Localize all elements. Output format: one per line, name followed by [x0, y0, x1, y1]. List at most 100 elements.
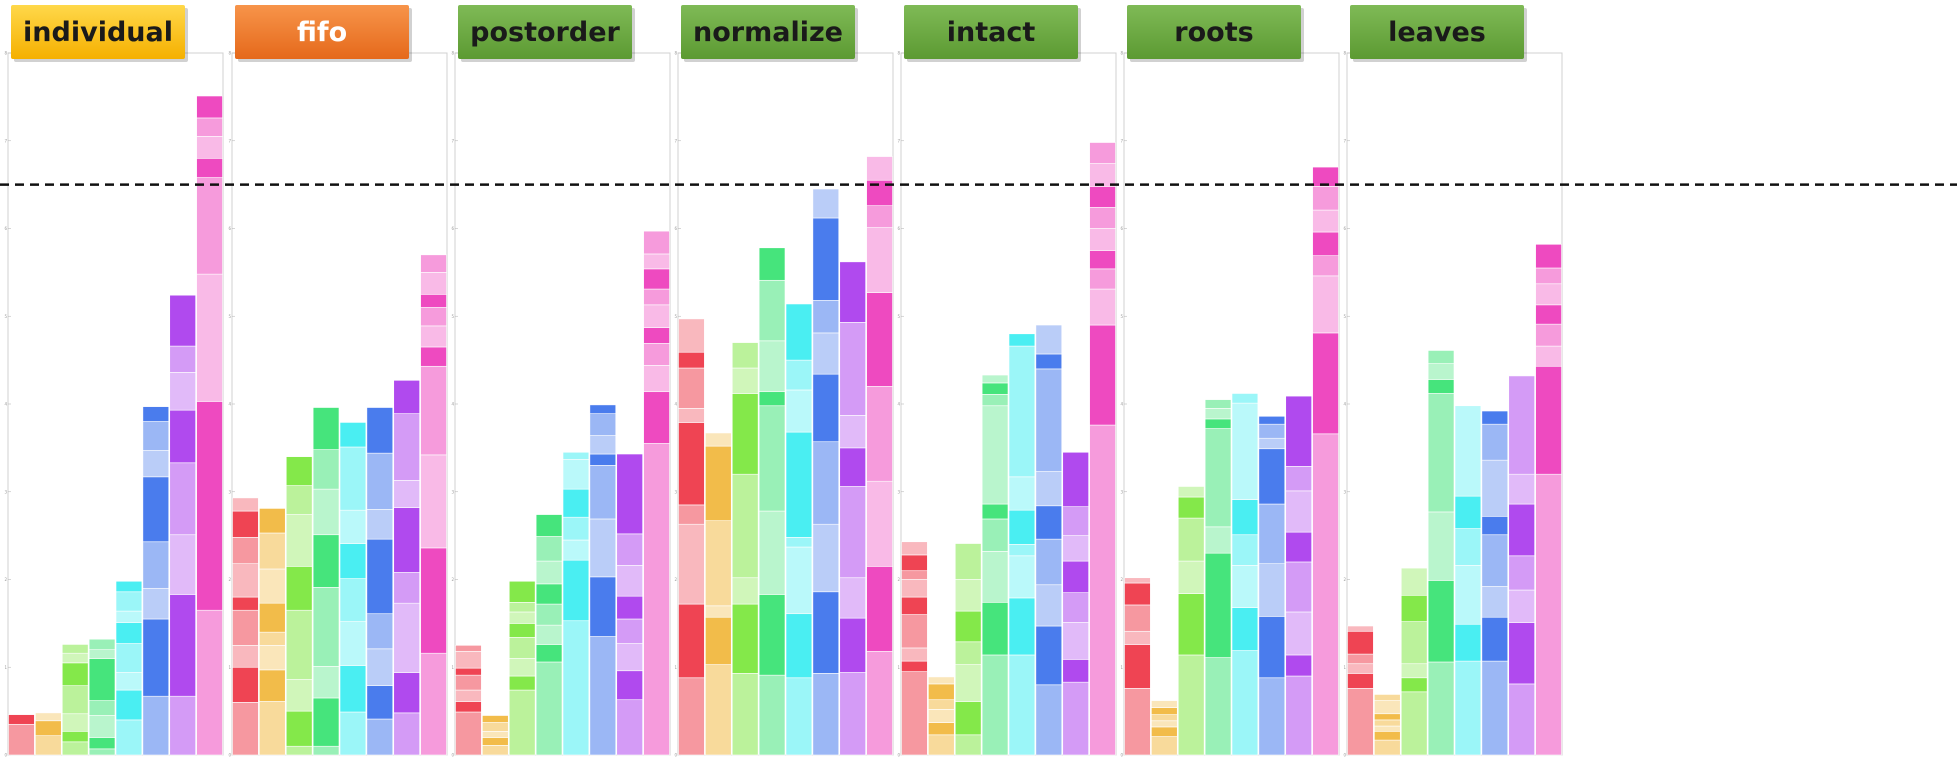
- bar-segment: [366, 508, 394, 540]
- bar-segment: [1374, 694, 1401, 701]
- bar-segment: [1035, 584, 1063, 627]
- bar-segment: [1508, 375, 1535, 475]
- y-tick-label: 0: [228, 753, 231, 758]
- bar-segment: [1481, 410, 1509, 425]
- bar-segment: [1231, 393, 1259, 404]
- bar-segment: [259, 532, 286, 570]
- bar-segment: [169, 409, 196, 464]
- bar-segment: [1312, 255, 1339, 277]
- bar-segment: [482, 745, 509, 756]
- panel-fifo: 0 1 2 3 4 5 6 7 8 fifo: [228, 5, 448, 758]
- bar-segment: [115, 580, 143, 593]
- bar-segment: [482, 722, 509, 732]
- bar-segment: [812, 441, 840, 525]
- bar-segment: [643, 327, 670, 344]
- bar-segment: [312, 745, 340, 756]
- y-tick-label: 1: [4, 665, 7, 670]
- panel-label-box: [458, 5, 632, 59]
- y-tick-label: 8: [674, 51, 677, 56]
- bar-segment: [232, 497, 259, 512]
- bar-segment: [839, 447, 866, 487]
- bar-segment: [1035, 684, 1063, 756]
- bar-segment: [1231, 650, 1259, 756]
- bar-segment: [928, 683, 955, 701]
- bar-segment: [1427, 379, 1455, 394]
- bar-segment: [1177, 486, 1205, 498]
- bar-segment: [839, 261, 866, 323]
- bar-segment: [420, 325, 447, 348]
- bar-segment: [169, 594, 196, 697]
- bar-segment: [812, 188, 840, 219]
- bar-segment: [1508, 555, 1535, 591]
- bar-segment: [142, 587, 170, 620]
- panel-individual: 0 1 2 3 4 5 6 7 8 individual: [4, 5, 224, 758]
- bar-segment: [455, 674, 482, 691]
- bar-segment: [115, 622, 143, 644]
- y-tick-label: 0: [674, 753, 677, 758]
- bar-segment: [169, 695, 196, 756]
- bar-segment: [589, 576, 617, 637]
- bar-segment: [455, 701, 482, 713]
- bar-segment: [1535, 345, 1562, 367]
- bar-segment: [1481, 534, 1509, 587]
- bar-segment: [1151, 736, 1178, 756]
- bar-segment: [785, 546, 813, 615]
- bar-segment: [366, 613, 394, 650]
- bar-segment: [1035, 368, 1063, 472]
- bar-segment: [589, 636, 617, 756]
- bar-segment: [1124, 688, 1151, 756]
- y-tick-label: 8: [1120, 51, 1123, 56]
- y-tick-label: 0: [897, 753, 900, 758]
- bar-segment: [508, 602, 536, 613]
- bar-segment: [1285, 675, 1312, 756]
- bar-segment: [1535, 267, 1562, 285]
- y-tick-label: 8: [897, 51, 900, 56]
- panel-label-box: [1350, 5, 1524, 59]
- bar-segment: [196, 177, 223, 275]
- bar-segment: [812, 373, 840, 443]
- y-tick-label: 4: [674, 402, 677, 407]
- bar-segment: [232, 537, 259, 565]
- y-tick-label: 3: [674, 489, 677, 494]
- bar-segment: [785, 359, 813, 391]
- bar-segment: [1374, 700, 1401, 715]
- bar-segment: [285, 485, 313, 515]
- bar-segment: [839, 415, 866, 449]
- bar-segment: [312, 666, 340, 699]
- bar-segment: [981, 654, 1009, 756]
- bar-segment: [1231, 534, 1259, 566]
- bar-segment: [259, 508, 286, 534]
- bar-segment: [839, 577, 866, 619]
- bar-segment: [339, 665, 367, 713]
- bar-segment: [954, 701, 982, 736]
- bar-segment: [901, 647, 928, 662]
- bar-segment: [1258, 448, 1286, 505]
- bar-segment: [643, 253, 670, 270]
- bar-segment: [142, 695, 170, 756]
- bar-segment: [61, 685, 89, 715]
- bar-segment: [616, 618, 643, 644]
- bar-segment: [1124, 577, 1151, 584]
- panel-leaves: 0 1 2 3 4 5 6 7 8 leaves: [1343, 5, 1563, 758]
- bar-segment: [1231, 402, 1259, 500]
- bar-segment: [420, 272, 447, 295]
- bar-segment: [535, 661, 563, 756]
- bar-segment: [1177, 593, 1205, 656]
- bar-segment: [420, 454, 447, 549]
- bar-segment: [285, 745, 313, 756]
- bar-segment: [339, 621, 367, 666]
- bar-segment: [88, 715, 116, 738]
- bar-segment: [196, 401, 223, 611]
- bar-segment: [839, 617, 866, 673]
- y-tick-label: 2: [897, 577, 900, 582]
- bar-segment: [678, 408, 705, 423]
- bar-segment: [285, 514, 313, 567]
- bar-segment: [455, 711, 482, 756]
- bar-segment: [115, 689, 143, 721]
- bar-segment: [1312, 231, 1339, 257]
- panel-label-box: [904, 5, 1078, 59]
- bar-segment: [1035, 471, 1063, 507]
- bar-segment: [1258, 563, 1286, 617]
- bar-segment: [1204, 428, 1232, 528]
- bar-segment: [1374, 713, 1401, 721]
